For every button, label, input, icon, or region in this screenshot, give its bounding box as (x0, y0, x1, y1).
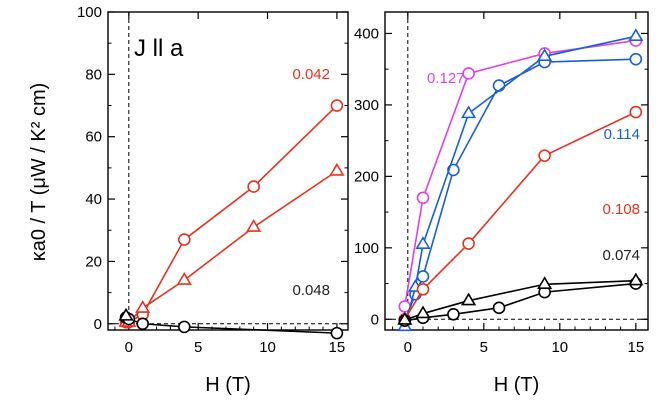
series-line (403, 35, 637, 327)
series-5 (397, 272, 644, 325)
data-point-circle (178, 320, 191, 334)
data-point-triangle (246, 219, 262, 232)
data-point-triangle (118, 307, 134, 321)
x-tick-label: 15 (627, 339, 644, 356)
y-tick-label: 60 (85, 129, 102, 146)
x-axis-label: H (T) (205, 374, 251, 396)
annotation: 0.108 (602, 201, 640, 218)
data-point-circle (629, 105, 643, 119)
data-point-circle (178, 233, 191, 246)
series-line (125, 316, 337, 334)
data-point-circle (629, 52, 643, 66)
annotation: 0.114 (604, 126, 640, 143)
y-tick-label: 100 (354, 240, 379, 257)
x-tick-label: 0 (125, 339, 133, 356)
series-3 (118, 307, 134, 321)
series-line (126, 170, 338, 324)
plot-frame (107, 11, 349, 331)
annotation: 0.074 (602, 247, 640, 264)
annotation: 0.048 (292, 282, 330, 299)
x-tick-label: 5 (194, 339, 202, 356)
data-point-circle (492, 301, 506, 315)
data-point-triangle (628, 28, 644, 41)
data-point-triangle (415, 305, 431, 319)
data-point-circle (247, 180, 260, 193)
data-point-circle (330, 99, 344, 112)
data-point-circle (136, 317, 149, 331)
data-point-triangle (461, 105, 477, 119)
y-tick-label: 300 (354, 97, 379, 114)
annotation: 0.127 (427, 70, 465, 87)
y-tick-label: 0 (371, 311, 379, 328)
data-point-circle (330, 326, 344, 340)
x-tick-label: 0 (404, 339, 412, 356)
x-tick-label: 15 (329, 339, 346, 356)
y-tick-label: 40 (85, 191, 102, 208)
data-point-triangle (135, 300, 151, 313)
y-tick-label: 100 (77, 4, 102, 21)
data-point-circle (462, 237, 475, 250)
x-tick-label: 5 (480, 339, 488, 356)
data-point-circle (492, 79, 506, 92)
annotation: J ll a (134, 35, 184, 62)
y-tick-label: 400 (354, 25, 379, 42)
series-line (404, 111, 637, 320)
y-tick-label: 20 (85, 253, 102, 270)
y-axis-label: κa0 / T (μW / K² cm) (28, 83, 50, 262)
x-axis-label: H (T) (494, 374, 540, 396)
data-point-triangle (537, 48, 553, 62)
data-point-circle (416, 270, 430, 283)
data-point-circle (416, 191, 430, 205)
data-point-triangle (537, 276, 553, 289)
data-point-circle (416, 282, 430, 296)
series-1 (118, 162, 345, 327)
y-tick-label: 0 (94, 316, 102, 333)
panel-left: 0 5 10 15 0 20 40 60 80 100 H (T) κa0 / T (μW / K² … (28, 4, 349, 396)
data-point-triangle (461, 292, 477, 306)
data-point-circle (538, 149, 551, 162)
x-tick-label: 10 (551, 339, 568, 356)
data-point-triangle (329, 162, 345, 176)
annotation: 0.042 (292, 66, 330, 83)
data-point-triangle (628, 272, 644, 286)
data-point-triangle (415, 236, 431, 249)
x-tick-label: 10 (259, 339, 276, 356)
plot-frame (384, 11, 649, 331)
data-point-circle (447, 307, 460, 321)
series-1 (398, 52, 643, 328)
panel-right: 0 5 10 15 0 100 200 300 400 H (T) 0.127 0.114 0.108 0… (354, 11, 649, 396)
data-point-triangle (176, 272, 192, 285)
series-2 (119, 311, 344, 340)
data-point-triangle (397, 311, 413, 325)
data-point-circle (462, 67, 475, 80)
y-tick-label: 200 (354, 168, 379, 185)
y-tick-label: 80 (85, 66, 102, 83)
